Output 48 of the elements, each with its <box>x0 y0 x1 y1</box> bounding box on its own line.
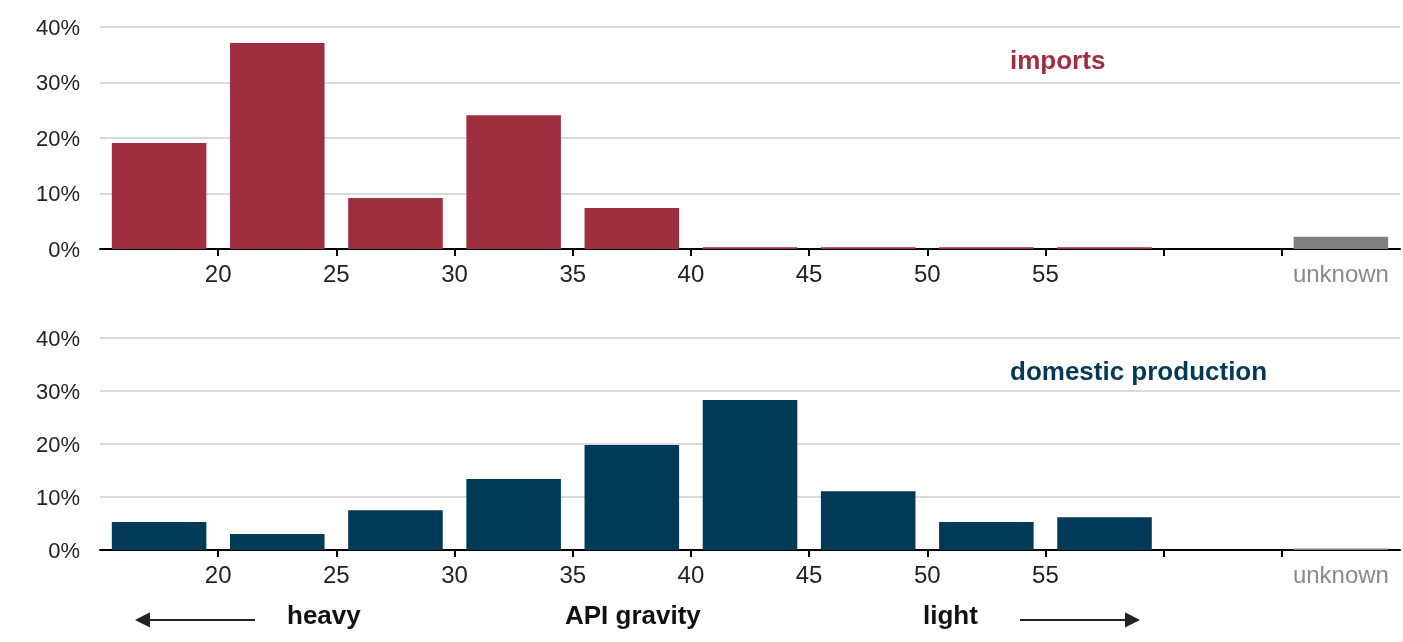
y-tick-label: 20% <box>35 431 80 457</box>
y-tick-label: 40% <box>35 14 80 40</box>
x-tick-label: 25 <box>323 259 350 287</box>
bar <box>1293 236 1389 249</box>
x-tick-label: 20 <box>204 259 232 287</box>
bar <box>939 521 1034 550</box>
y-tick-label: 30% <box>35 70 80 95</box>
x-tick-label: unknown <box>1292 259 1389 287</box>
x-tick-label: 55 <box>1032 259 1059 287</box>
y-tick-label: 10% <box>35 181 80 206</box>
bar <box>230 43 325 249</box>
x-tick-label: 50 <box>913 259 941 287</box>
x-tick-label: 45 <box>795 560 823 588</box>
x-tick-label: 40 <box>677 560 705 588</box>
y-tick-label: 10% <box>35 484 80 510</box>
x-tick-label: 55 <box>1032 560 1059 588</box>
bar <box>230 534 325 550</box>
x-tick-label: 20 <box>204 560 232 588</box>
x-tick-label: 35 <box>559 560 587 588</box>
x-tick-label: 30 <box>441 259 468 287</box>
x-tick-label: 45 <box>795 259 823 287</box>
bar <box>466 115 561 249</box>
bar <box>348 510 443 550</box>
x-tick-label: 25 <box>323 560 350 588</box>
bar <box>702 400 798 550</box>
x-tick-label: 35 <box>559 259 587 287</box>
text: light <box>923 600 979 630</box>
bar <box>820 491 916 550</box>
x-tick-label: 40 <box>677 259 705 287</box>
text: imports <box>1010 45 1106 75</box>
bar <box>1057 517 1152 550</box>
y-tick-label: 40% <box>35 325 80 351</box>
y-tick-label: 30% <box>35 378 80 404</box>
x-axis-title: API gravity <box>565 600 702 630</box>
bar <box>584 207 680 249</box>
x-tick-label: 50 <box>913 560 941 588</box>
x-tick-label: 30 <box>441 560 468 588</box>
bar <box>111 521 207 550</box>
bar <box>111 143 207 249</box>
bar <box>584 445 680 550</box>
bar <box>348 197 443 249</box>
y-tick-label: 20% <box>35 125 80 151</box>
text: domestic production <box>1010 356 1268 386</box>
y-tick-label: 0% <box>48 236 80 262</box>
bar <box>466 478 561 550</box>
x-tick-label: unknown <box>1292 560 1389 588</box>
y-tick-label: 0% <box>48 537 80 563</box>
text: heavy <box>287 600 362 630</box>
